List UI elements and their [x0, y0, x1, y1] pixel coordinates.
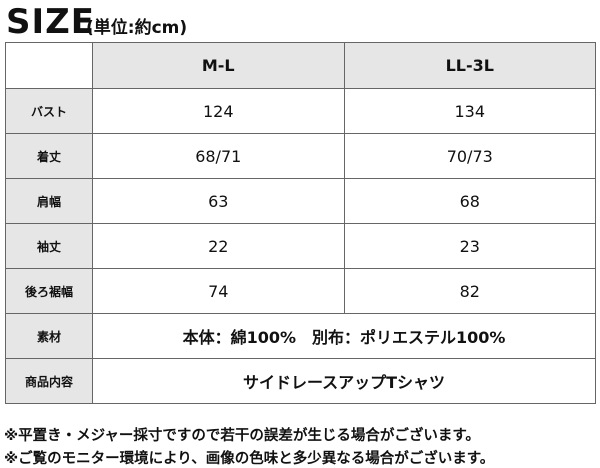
note: ※ご覧のモニター環境により、画像の色味と多少異なる場合がございます。: [4, 451, 495, 467]
merged-cell: 本体：綿100% 別布：ポリエステル100%: [92, 313, 596, 359]
value-cell: 82: [343, 268, 596, 314]
merged-cell: サイドレースアップTシャツ: [92, 358, 596, 404]
row-label: 素材: [5, 313, 93, 359]
corner-cell: [5, 42, 93, 89]
table-row: 袖丈 22 23: [5, 223, 596, 269]
table-row: M-L LL-3L: [5, 42, 596, 89]
row-label: バスト: [5, 88, 93, 134]
row-label: 肩幅: [5, 178, 93, 224]
row-label: 後ろ裾幅: [5, 268, 93, 314]
table-row: 肩幅 63 68: [5, 178, 596, 224]
row-label: 着丈: [5, 133, 93, 179]
column-header: M-L: [92, 42, 345, 89]
column-header: LL-3L: [343, 42, 596, 89]
value-cell: 68/71: [92, 133, 345, 179]
value-cell: 134: [343, 88, 596, 134]
value-cell: 63: [92, 178, 345, 224]
title: SIZE: [6, 2, 96, 42]
value-cell: 74: [92, 268, 345, 314]
table-row: 素材 本体：綿100% 別布：ポリエステル100%: [5, 313, 596, 359]
value-cell: 23: [343, 223, 596, 269]
table-row: 後ろ裾幅 74 82: [5, 268, 596, 314]
value-cell: 124: [92, 88, 345, 134]
size-table: M-L LL-3L バスト 124 134 着丈 68/71 70/73 肩幅 63 68 袖丈 22 2…: [5, 42, 596, 404]
value-cell: 70/73: [343, 133, 596, 179]
row-label: 袖丈: [5, 223, 93, 269]
value-cell: 68: [343, 178, 596, 224]
value-cell: 22: [92, 223, 345, 269]
table-row: 着丈 68/71 70/73: [5, 133, 596, 179]
note: ※平置き・メジャー採寸ですので若干の誤差が生じる場合がございます。: [4, 428, 480, 444]
table-row: バスト 124 134: [5, 88, 596, 134]
row-label: 商品内容: [5, 358, 93, 404]
unit: (単位:約cm): [86, 18, 188, 38]
table-row: 商品内容 サイドレースアップTシャツ: [5, 358, 596, 404]
